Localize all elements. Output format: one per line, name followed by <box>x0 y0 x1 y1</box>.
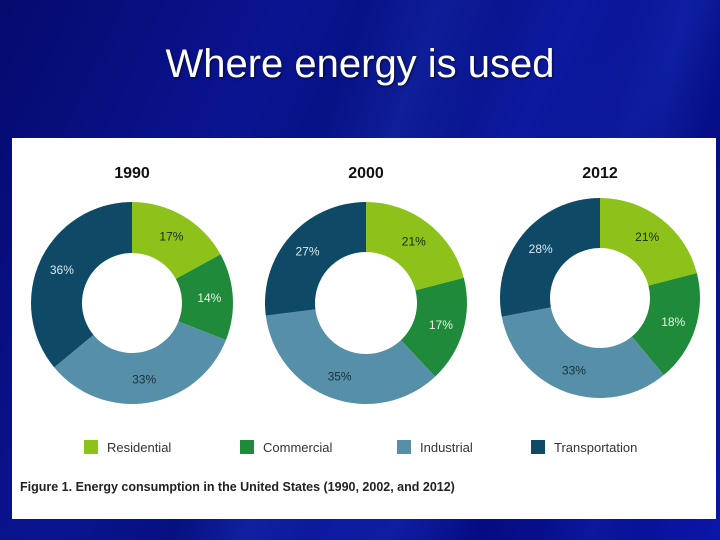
donut-year-label: 2000 <box>348 165 384 182</box>
legend-item-commercial: Commercial <box>240 438 332 456</box>
legend-label: Industrial <box>420 439 473 455</box>
donut-percent-label: 14% <box>197 291 221 305</box>
donut-year-label: 2012 <box>582 165 618 182</box>
donut-year-label: 1990 <box>114 165 150 182</box>
donut-percent-label: 17% <box>429 318 453 332</box>
legend-item-residential: Residential <box>84 438 171 456</box>
legend-swatch-industrial <box>397 440 411 454</box>
donut-1990: 1990 17% 14% 33% 36% <box>30 165 233 404</box>
donut-percent-label: 35% <box>328 369 352 383</box>
donut-segment-transportation <box>500 198 600 317</box>
legend-label: Transportation <box>554 439 638 455</box>
donut-charts: 1990 17% 14% 33% 36% 2000 21% 17% 35% 27% 2012 21% 1… <box>30 165 701 404</box>
legend-label: Residential <box>107 439 172 455</box>
donut-segment-transportation <box>30 202 132 368</box>
legend-swatch-commercial <box>240 440 254 454</box>
legend-item-transportation: Transportation <box>531 438 637 456</box>
donut-segment-commercial <box>175 254 233 341</box>
donut-percent-label: 21% <box>635 230 659 244</box>
donut-percent-label: 33% <box>132 373 156 387</box>
legend: Residential Commercial Industrial Transp… <box>12 438 716 458</box>
donut-segment-residential <box>600 198 697 286</box>
donut-percent-label: 33% <box>562 363 586 377</box>
donut-segment-industrial <box>54 321 226 404</box>
chart-panel: 1990 17% 14% 33% 36% 2000 21% 17% 35% 27% 2012 21% 1… <box>12 138 716 519</box>
legend-item-industrial: Industrial <box>397 438 473 456</box>
legend-swatch-transportation <box>531 440 545 454</box>
donut-percent-label: 36% <box>50 263 74 277</box>
slide-title: Where energy is used <box>165 42 555 86</box>
donut-segment-residential <box>366 202 464 291</box>
donut-segment-industrial <box>501 307 664 398</box>
donut-percent-label: 18% <box>661 315 685 329</box>
donut-percent-label: 27% <box>295 244 319 258</box>
donut-percent-label: 21% <box>402 234 426 248</box>
figure-caption: Figure 1. Energy consumption in the Unit… <box>20 480 455 494</box>
donut-2000: 2000 21% 17% 35% 27% <box>265 165 467 404</box>
legend-swatch-residential <box>84 440 98 454</box>
donut-segment-residential <box>132 202 221 279</box>
donut-percent-label: 17% <box>159 229 183 243</box>
donut-percent-label: 28% <box>529 242 553 256</box>
donut-segment-industrial <box>265 309 436 404</box>
donut-segment-commercial <box>400 277 467 377</box>
donut-segment-transportation <box>265 202 366 316</box>
legend-label: Commercial <box>263 439 333 455</box>
donut-2012: 2012 21% 18% 33% 28% <box>500 165 701 398</box>
donut-segment-commercial <box>631 273 701 376</box>
